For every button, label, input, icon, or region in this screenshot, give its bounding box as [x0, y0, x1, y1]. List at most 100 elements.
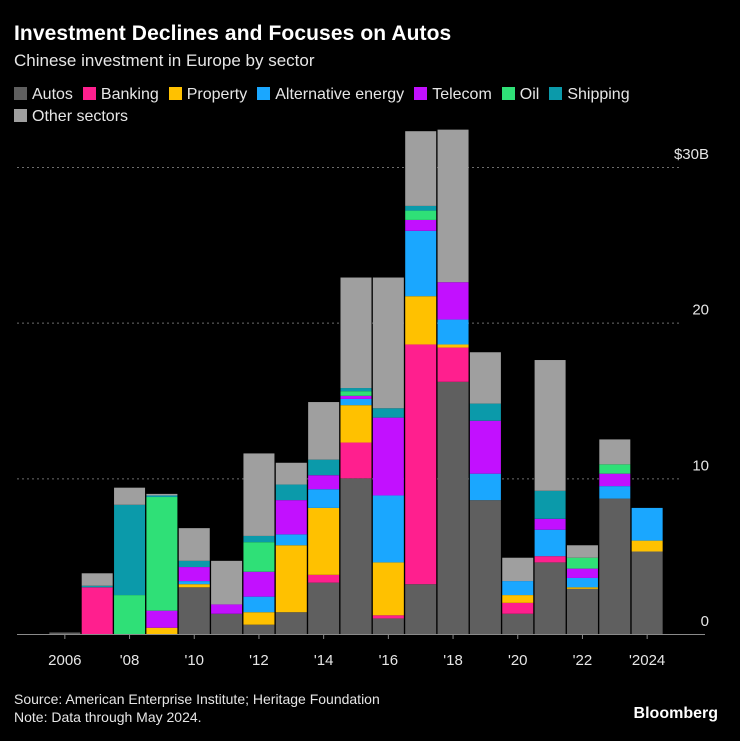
bar-segment-telecom-2022 — [566, 568, 598, 578]
stacked-bar-chart: 0 10 20 $30B 2006 '08 '10 '12 '14 '16 '18 '20 '22 '20… — [17, 129, 709, 669]
bar-segment-autos-2019 — [469, 500, 501, 634]
bar-segment-banking-2021 — [534, 556, 566, 563]
bar-segment-telecom-2014 — [308, 475, 340, 490]
bar-segment-property-2009 — [146, 627, 178, 634]
bar-segment-shipping-2009 — [146, 495, 178, 498]
legend-item-shipping: Shipping — [549, 84, 630, 106]
bar-segment-autos-2022 — [566, 588, 598, 634]
bar-segment-other-sectors-2008 — [114, 487, 146, 505]
bar-segment-shipping-2016 — [372, 408, 404, 418]
bar-segment-other-sectors-2019 — [469, 352, 501, 404]
legend-item-banking: Banking — [82, 84, 159, 106]
bar-segment-autos-2006 — [49, 632, 81, 634]
bar-segment-other-sectors-2020 — [502, 557, 534, 582]
bar-segment-alternative-energy-2023 — [599, 486, 631, 499]
bar-segment-autos-2018 — [437, 381, 469, 634]
bar-segment-shipping-2008 — [114, 504, 146, 596]
bar-segment-property-2017 — [405, 296, 437, 345]
bar-segment-banking-2015 — [340, 442, 372, 479]
bar-segment-banking-2020 — [502, 602, 534, 614]
source-note: Source: American Enterprise Institute; H… — [14, 691, 380, 707]
bar-segment-telecom-2017 — [405, 219, 437, 231]
legend-swatch — [501, 87, 515, 100]
bar-segment-shipping-2012 — [243, 535, 275, 543]
bar-segment-autos-2015 — [340, 478, 372, 634]
bar-segment-autos-2010 — [178, 587, 210, 634]
footer: Source: American Enterprise Institute; H… — [14, 690, 380, 726]
bar-segment-property-2013 — [275, 545, 307, 613]
legend-swatch — [414, 87, 428, 100]
y-tick-label: 20 — [692, 302, 709, 319]
bar-segment-shipping-2017 — [405, 205, 437, 211]
bar-segment-property-2016 — [372, 562, 404, 616]
bar-segment-banking-2007 — [81, 587, 113, 634]
bar-segment-other-sectors-2014 — [308, 402, 340, 460]
bar-segment-telecom-2010 — [178, 567, 210, 582]
data-note: Note: Data through May 2024. — [14, 709, 202, 725]
bar-segment-shipping-2007 — [81, 585, 113, 588]
bar-segment-autos-2024 — [631, 551, 663, 634]
legend-item-property: Property — [168, 84, 248, 106]
bar-segment-oil-2012 — [243, 542, 275, 572]
y-tick-label: $30B — [674, 146, 709, 163]
bar-segment-telecom-2023 — [599, 473, 631, 487]
chart-title: Investment Declines and Focuses on Autos — [14, 22, 452, 45]
bar-segment-oil-2009 — [146, 497, 178, 611]
x-tick-label: '16 — [379, 652, 399, 669]
bar-segment-other-sectors-2010 — [178, 528, 210, 561]
bar-segment-telecom-2009 — [146, 610, 178, 628]
legend-item-telecom: Telecom — [414, 84, 492, 106]
bar-segment-telecom-2021 — [534, 518, 566, 530]
bar-segment-autos-2012 — [243, 624, 275, 634]
bar-segment-property-2015 — [340, 405, 372, 443]
bar-segment-autos-2021 — [534, 562, 566, 634]
bar-segment-alternative-energy-2013 — [275, 534, 307, 546]
bar-segment-telecom-2011 — [211, 604, 243, 614]
legend-swatch — [257, 87, 271, 100]
bar-segment-telecom-2018 — [437, 282, 469, 320]
bar-segment-banking-2014 — [308, 574, 340, 583]
x-tick-label: '08 — [120, 652, 140, 669]
bar-segment-alternative-energy-2019 — [469, 473, 501, 501]
bar-segment-shipping-2013 — [275, 484, 307, 501]
bar-segment-alternative-energy-2014 — [308, 489, 340, 508]
bar-segment-other-sectors-2007 — [81, 573, 113, 586]
bar-segment-alternative-energy-2010 — [178, 581, 210, 585]
legend-swatch — [168, 87, 182, 100]
bar-segment-other-sectors-2017 — [405, 131, 437, 206]
chart-subtitle: Chinese investment in Europe by sector — [14, 51, 315, 70]
x-tick-label: '14 — [314, 652, 334, 669]
bar-segment-telecom-2013 — [275, 500, 307, 535]
bar-segment-other-sectors-2015 — [340, 277, 372, 389]
legend-swatch — [14, 109, 27, 122]
bar-segment-autos-2011 — [211, 613, 243, 634]
legend-item-autos: Autos — [14, 84, 73, 106]
bar-segment-autos-2013 — [275, 612, 307, 634]
bar-segment-property-2010 — [178, 584, 210, 588]
bar-segment-banking-2017 — [405, 344, 437, 585]
bar-segment-banking-2018 — [437, 347, 469, 382]
bar-segment-property-2014 — [308, 507, 340, 575]
bar-segment-alternative-energy-2024 — [631, 507, 663, 541]
bar-segment-other-sectors-2009 — [146, 493, 178, 496]
bar-segment-other-sectors-2021 — [534, 360, 566, 491]
bar-segment-banking-2016 — [372, 615, 404, 619]
bar-segment-autos-2023 — [599, 498, 631, 634]
bar-segment-alternative-energy-2017 — [405, 230, 437, 297]
legend-label: Property — [186, 86, 248, 103]
x-tick-label: '22 — [573, 652, 593, 669]
x-tick-label: 2006 — [48, 652, 81, 669]
bar-segment-oil-2022 — [566, 557, 598, 569]
legend-label: Autos — [32, 86, 73, 103]
x-tick-label: '10 — [184, 652, 204, 669]
bar-segment-autos-2020 — [502, 613, 534, 634]
y-tick-label: 0 — [701, 613, 709, 630]
legend-item-other-sectors: Other sectors — [14, 106, 128, 128]
bar-segment-telecom-2016 — [372, 417, 404, 496]
bloomberg-logo: Bloomberg — [633, 705, 718, 722]
bar-segment-autos-2014 — [308, 582, 340, 634]
bar-segment-oil-2023 — [599, 464, 631, 474]
legend-label: Banking — [100, 86, 159, 103]
bar-segment-property-2020 — [502, 595, 534, 603]
bar-segment-shipping-2015 — [340, 388, 372, 392]
